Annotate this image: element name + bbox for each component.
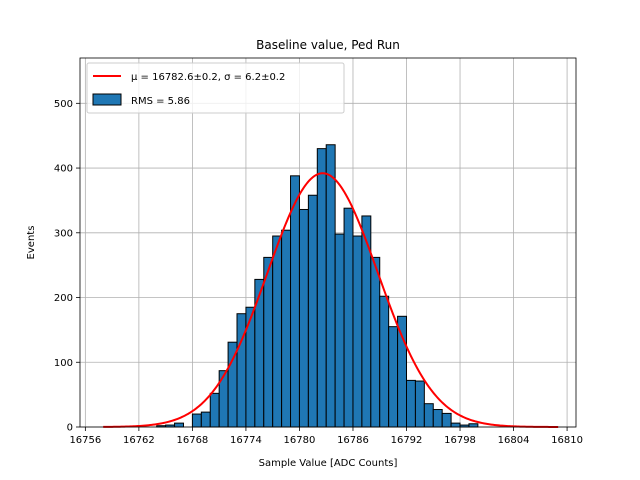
- legend-histogram-swatch: [92, 93, 122, 106]
- histogram-bar: [209, 392, 220, 428]
- histogram-bar: [468, 423, 479, 428]
- legend-box: [86, 62, 345, 114]
- histogram-bar: [191, 413, 202, 428]
- histogram-bar: [441, 412, 452, 428]
- legend: μ = 16782.6±0.2, σ = 6.2±0.2 RMS = 5.86: [86, 62, 345, 114]
- histogram-bar: [450, 422, 461, 428]
- gaussian-fit-curve: [103, 172, 559, 428]
- histogram-bar: [281, 229, 292, 428]
- x-tick-label: 16774: [230, 435, 262, 446]
- histogram-bar: [174, 422, 184, 428]
- histogram-bar: [263, 256, 274, 428]
- x-tick-label: 16786: [337, 435, 369, 446]
- histogram-bar: [298, 208, 309, 428]
- y-tick-label: 500: [54, 99, 73, 110]
- chart-title: Baseline value, Ped Run: [256, 38, 400, 52]
- histogram-bar: [272, 235, 283, 428]
- axis-ticks: 16756 16762 16768 16774 16780 16786 16792 16798…: [54, 99, 583, 446]
- histogram-bar: [414, 380, 425, 428]
- histogram-bar: [406, 379, 416, 428]
- y-tick-label: 0: [67, 423, 73, 434]
- y-tick-label: 200: [54, 293, 73, 304]
- x-tick-label: 16756: [69, 435, 101, 446]
- histogram-bar: [388, 326, 399, 428]
- legend-histogram-label: RMS = 5.86: [131, 96, 190, 107]
- histogram-bar: [307, 194, 318, 428]
- x-tick-label: 16798: [444, 435, 476, 446]
- y-tick-label: 100: [54, 358, 73, 369]
- histogram-bar: [290, 175, 300, 428]
- histogram-bar: [316, 148, 327, 428]
- fit-curve-layer: [103, 172, 559, 428]
- histogram-bar: [334, 233, 345, 428]
- histogram-bar: [352, 235, 363, 428]
- x-tick-label: 16762: [123, 435, 155, 446]
- histogram-bar: [432, 409, 443, 428]
- histogram-bar: [200, 411, 211, 428]
- histogram-bar: [325, 144, 336, 428]
- x-axis-title: Sample Value [ADC Counts]: [259, 458, 398, 469]
- y-tick-label: 300: [54, 228, 73, 239]
- x-tick-label: 16768: [176, 435, 208, 446]
- x-tick-label: 16804: [498, 435, 530, 446]
- plot-frame: [79, 57, 577, 428]
- histogram-bar: [397, 315, 408, 428]
- y-axis-title: Events: [26, 226, 37, 260]
- histogram-bar: [379, 295, 390, 428]
- legend-fit-label: μ = 16782.6±0.2, σ = 6.2±0.2: [131, 72, 285, 83]
- histogram-bar: [423, 403, 434, 428]
- x-tick-label: 16810: [551, 435, 583, 446]
- histogram-bar: [343, 207, 354, 428]
- x-tick-label: 16792: [391, 435, 423, 446]
- x-tick-label: 16780: [284, 435, 316, 446]
- y-tick-label: 400: [54, 164, 73, 175]
- histogram-bar: [370, 256, 381, 428]
